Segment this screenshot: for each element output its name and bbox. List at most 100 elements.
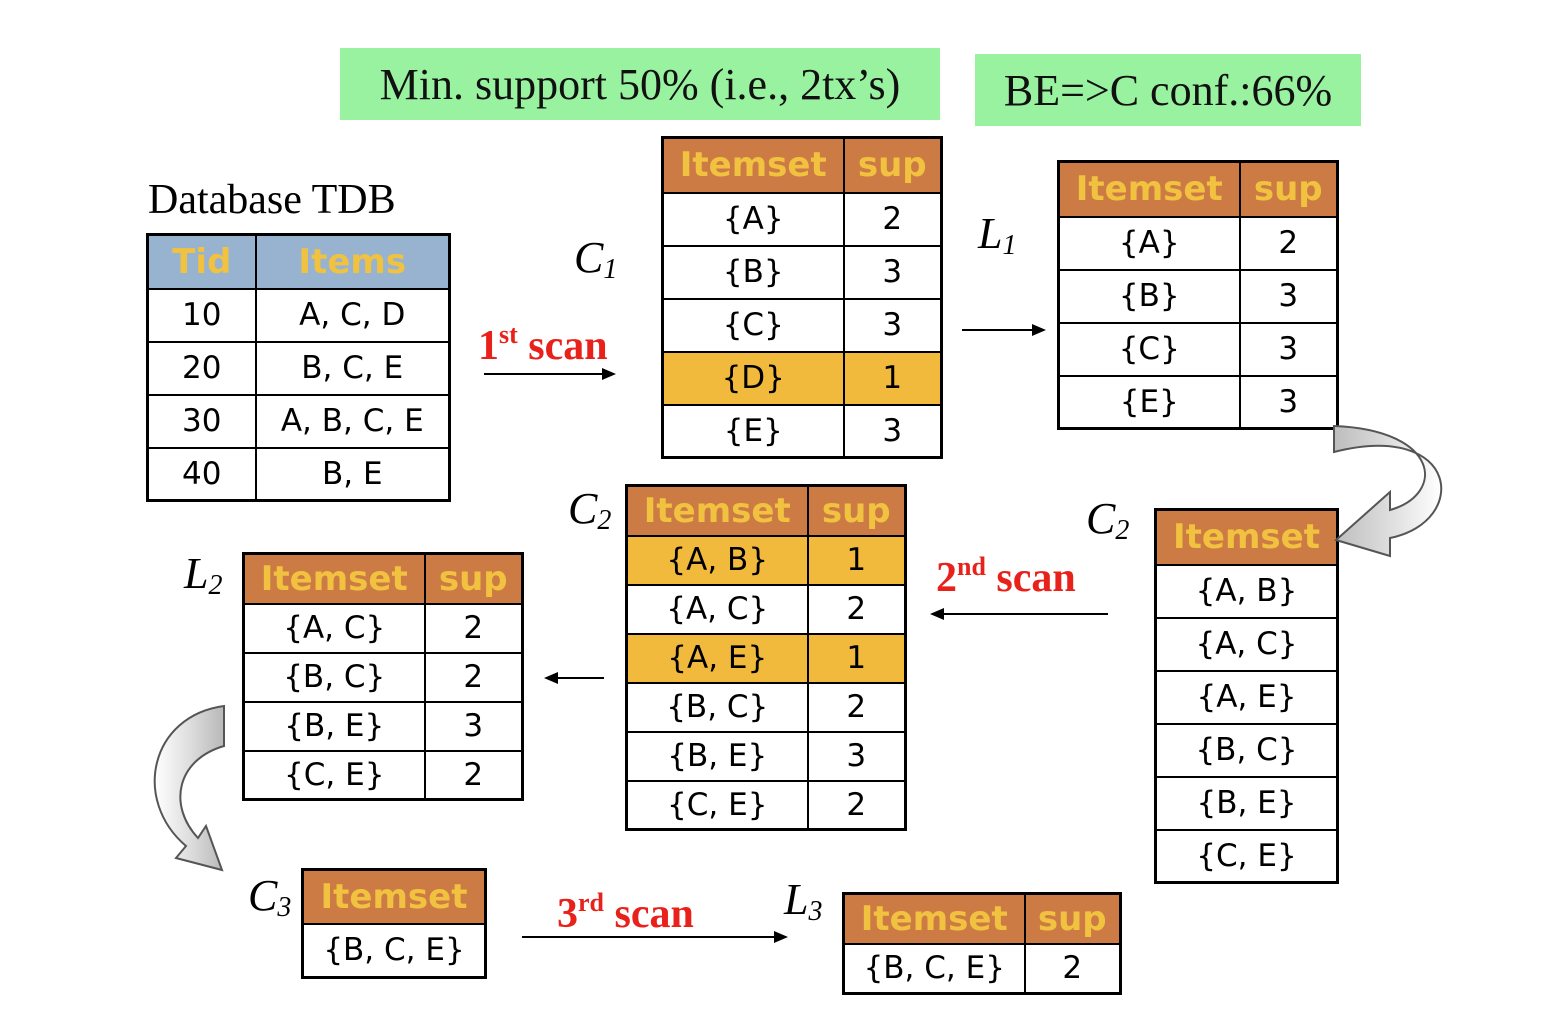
header-itemset: Itemset xyxy=(242,552,426,605)
first-scan-label: 1st scan xyxy=(478,320,608,369)
itemset-cell: {A, C} xyxy=(242,602,426,654)
tid-cell: 40 xyxy=(146,446,257,502)
table-row: {E} 3 xyxy=(661,403,943,459)
l1-table: Itemset sup {A} 2 {B} 3 {C} 3 {E} 3 xyxy=(1057,160,1339,430)
arrow-right-icon xyxy=(962,324,1046,336)
table-row: 40 B, E xyxy=(146,446,451,502)
second-scan-label: 2nd scan xyxy=(936,552,1076,601)
table-row: {B, C} xyxy=(1154,722,1339,778)
c1-label: C1 xyxy=(574,233,618,285)
table-row: {A, C} 2 xyxy=(242,602,524,654)
header-itemset: Itemset xyxy=(301,868,487,925)
table-row: {C, E} 2 xyxy=(242,749,524,801)
table-row: {B, E} xyxy=(1154,775,1339,831)
c2-counted-table: Itemset sup {A, B} 1 {A, C} 2 {A, E} 1 {… xyxy=(625,484,907,831)
itemset-cell: {B, C} xyxy=(625,681,809,733)
c3-table: Itemset {B, C, E} xyxy=(301,868,487,979)
table-row: {C, E} 2 xyxy=(625,779,907,831)
curved-arrow-icon xyxy=(153,704,225,872)
sup-cell: 2 xyxy=(423,749,524,801)
itemset-cell: {B, E} xyxy=(625,730,809,782)
itemset-cell: {A, B} xyxy=(625,534,809,586)
sup-cell: 3 xyxy=(842,297,943,353)
itemset-cell: {B, C, E} xyxy=(842,942,1026,995)
itemset-cell: {A} xyxy=(661,191,845,247)
min-support-banner: Min. support 50% (i.e., 2tx’s) xyxy=(340,48,940,120)
arrow-right-icon xyxy=(522,931,788,943)
c2-candidates-table: Itemset {A, B} {A, C} {A, E} {B, C} {B, … xyxy=(1154,508,1339,884)
itemset-cell: {A, E} xyxy=(625,632,809,684)
itemset-cell: {A, E} xyxy=(1154,669,1339,725)
sup-cell: 2 xyxy=(1023,942,1122,995)
itemset-cell: {B, C} xyxy=(1154,722,1339,778)
database-title: Database TDB xyxy=(148,177,396,223)
c2-counted-label: C2 xyxy=(568,484,612,536)
sup-cell: 2 xyxy=(423,602,524,654)
sup-cell: 3 xyxy=(423,700,524,752)
items-cell: A, C, D xyxy=(254,287,451,343)
table-row: {B} 3 xyxy=(1057,268,1339,324)
sup-cell: 1 xyxy=(806,632,907,684)
itemset-cell: {E} xyxy=(1057,374,1241,430)
header-itemset: Itemset xyxy=(625,484,809,537)
c3-label: C3 xyxy=(248,871,292,923)
pruned-row: {D} 1 xyxy=(661,350,943,406)
itemset-cell: {C, E} xyxy=(625,779,809,831)
itemset-cell: {C, E} xyxy=(1154,828,1339,884)
table-row: 30 A, B, C, E xyxy=(146,393,451,449)
sup-cell: 1 xyxy=(806,534,907,586)
sup-cell: 2 xyxy=(806,681,907,733)
table-row: {A, C} xyxy=(1154,616,1339,672)
header-sup: sup xyxy=(1023,892,1122,945)
tid-cell: 10 xyxy=(146,287,257,343)
header-sup: sup xyxy=(806,484,907,537)
header-itemset: Itemset xyxy=(842,892,1026,945)
table-row: {B, E} 3 xyxy=(242,700,524,752)
sup-cell: 3 xyxy=(806,730,907,782)
itemset-cell: {B, E} xyxy=(1154,775,1339,831)
table-row: {E} 3 xyxy=(1057,374,1339,430)
itemset-cell: {B} xyxy=(661,244,845,300)
pruned-row: {A, B} 1 xyxy=(625,534,907,586)
table-row: {A} 2 xyxy=(1057,215,1339,271)
itemset-cell: {B} xyxy=(1057,268,1241,324)
tid-cell: 30 xyxy=(146,393,257,449)
table-row: {A, C} 2 xyxy=(625,583,907,635)
table-row: 10 A, C, D xyxy=(146,287,451,343)
itemset-cell: {A, C} xyxy=(1154,616,1339,672)
itemset-cell: {C} xyxy=(1057,321,1241,377)
l2-table: Itemset sup {A, C} 2 {B, C} 2 {B, E} 3 {… xyxy=(242,552,524,801)
table-row: {A, E} xyxy=(1154,669,1339,725)
sup-cell: 1 xyxy=(842,350,943,406)
l3-label: L3 xyxy=(784,875,823,927)
l2-label: L2 xyxy=(184,549,223,601)
sup-cell: 2 xyxy=(1238,215,1339,271)
sup-cell: 3 xyxy=(1238,268,1339,324)
arrow-left-icon xyxy=(930,608,1108,620)
header-items: Items xyxy=(254,233,451,290)
table-row: {A, B} xyxy=(1154,563,1339,619)
curved-arrow-icon xyxy=(1333,424,1443,558)
header-itemset: Itemset xyxy=(661,136,845,194)
table-row: {C} 3 xyxy=(661,297,943,353)
database-table: Tid Items 10 A, C, D 20 B, C, E 30 A, B,… xyxy=(146,233,451,502)
arrow-left-icon xyxy=(544,672,604,684)
header-sup: sup xyxy=(1238,160,1339,218)
sup-cell: 2 xyxy=(423,651,524,703)
sup-cell: 2 xyxy=(806,779,907,831)
header-tid: Tid xyxy=(146,233,257,290)
pruned-row: {A, E} 1 xyxy=(625,632,907,684)
items-cell: B, C, E xyxy=(254,340,451,396)
itemset-cell: {C, E} xyxy=(242,749,426,801)
tid-cell: 20 xyxy=(146,340,257,396)
sup-cell: 3 xyxy=(842,244,943,300)
sup-cell: 2 xyxy=(806,583,907,635)
c1-table: Itemset sup {A} 2 {B} 3 {C} 3 {D} 1 {E} … xyxy=(661,136,943,459)
itemset-cell: {B, E} xyxy=(242,700,426,752)
header-sup: sup xyxy=(423,552,524,605)
items-cell: B, E xyxy=(254,446,451,502)
sup-cell: 2 xyxy=(842,191,943,247)
itemset-cell: {E} xyxy=(661,403,845,459)
table-row: {A} 2 xyxy=(661,191,943,247)
itemset-cell: {A} xyxy=(1057,215,1241,271)
